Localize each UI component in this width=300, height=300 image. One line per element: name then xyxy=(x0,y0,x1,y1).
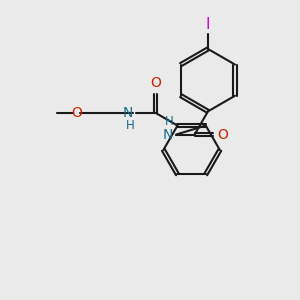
Text: O: O xyxy=(71,106,82,120)
Text: H: H xyxy=(125,119,134,133)
Text: I: I xyxy=(206,17,210,32)
Text: O: O xyxy=(217,128,228,142)
Text: H: H xyxy=(165,115,174,128)
Text: N: N xyxy=(162,128,172,142)
Text: O: O xyxy=(150,76,161,90)
Text: N: N xyxy=(122,106,133,120)
